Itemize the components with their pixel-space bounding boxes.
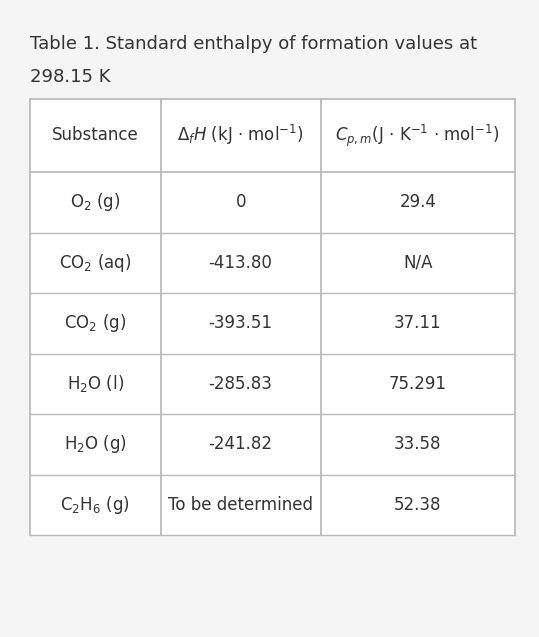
Text: 75.291: 75.291 bbox=[389, 375, 447, 393]
Text: 37.11: 37.11 bbox=[394, 314, 441, 333]
Bar bbox=[30, 99, 515, 535]
Text: -413.80: -413.80 bbox=[209, 254, 273, 272]
Text: N/A: N/A bbox=[403, 254, 432, 272]
Text: Substance: Substance bbox=[52, 126, 139, 145]
Text: CO$_2$ (g): CO$_2$ (g) bbox=[64, 312, 126, 334]
Text: 0: 0 bbox=[236, 193, 246, 211]
Text: C$_2$H$_6$ (g): C$_2$H$_6$ (g) bbox=[60, 494, 130, 516]
Text: -285.83: -285.83 bbox=[209, 375, 273, 393]
Text: $\it{C_{p,m}}$(J $\cdot$ K$^{-1}$ $\cdot$ mol$^{-1}$): $\it{C_{p,m}}$(J $\cdot$ K$^{-1}$ $\cdot… bbox=[335, 122, 500, 148]
Text: -241.82: -241.82 bbox=[209, 435, 273, 454]
Text: O$_2$ (g): O$_2$ (g) bbox=[70, 191, 120, 213]
Text: -393.51: -393.51 bbox=[209, 314, 273, 333]
Text: H$_2$O (l): H$_2$O (l) bbox=[67, 373, 123, 394]
Text: CO$_2$ (aq): CO$_2$ (aq) bbox=[59, 252, 132, 274]
Text: 29.4: 29.4 bbox=[399, 193, 436, 211]
Text: $\it{\Delta_f H}$ (kJ $\cdot$ mol$^{-1}$): $\it{\Delta_f H}$ (kJ $\cdot$ mol$^{-1}$… bbox=[177, 124, 304, 147]
Text: To be determined: To be determined bbox=[168, 496, 313, 514]
Text: H$_2$O (g): H$_2$O (g) bbox=[64, 433, 127, 455]
Text: 33.58: 33.58 bbox=[394, 435, 441, 454]
Text: 52.38: 52.38 bbox=[394, 496, 441, 514]
Text: Table 1. Standard enthalpy of formation values at: Table 1. Standard enthalpy of formation … bbox=[30, 35, 477, 53]
Text: 298.15 K: 298.15 K bbox=[30, 68, 110, 86]
